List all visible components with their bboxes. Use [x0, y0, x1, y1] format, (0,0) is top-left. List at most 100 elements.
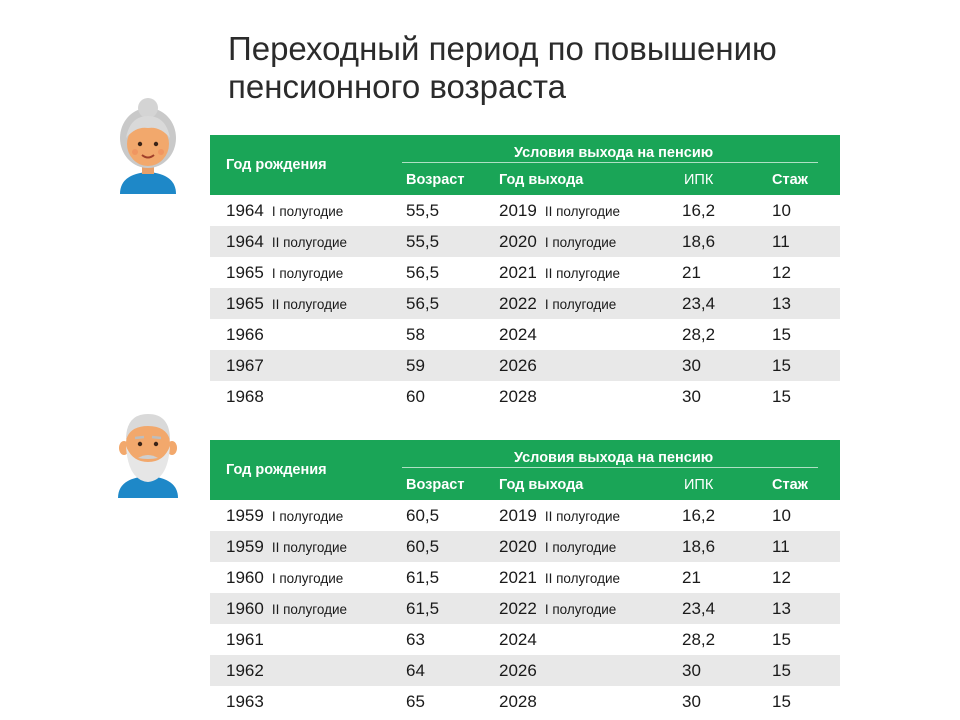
exit-year: 2020	[499, 537, 537, 556]
cell-birth-year: 1963	[226, 686, 272, 718]
table-row: 1963 65 2028 30 15	[210, 686, 840, 717]
cell-stazh: 11	[772, 232, 790, 251]
cell-age: 61,5	[406, 568, 440, 587]
cell-ipk: 18,6	[682, 537, 716, 556]
birth-half-year: I полугодие	[271, 204, 344, 219]
cell-stazh: 15	[772, 356, 791, 375]
header-age: Возраст	[406, 477, 465, 493]
birth-year: 1960	[226, 599, 264, 618]
cell-stazh: 15	[772, 387, 791, 406]
cell-birth-year: 1962	[226, 655, 272, 687]
birth-year: 1963	[226, 692, 264, 711]
table-row: 1959 II полугодие 60,5 2020 I полугодие 18,6 1…	[210, 531, 840, 562]
cell-stazh: 12	[772, 263, 791, 282]
cell-birth-year: 1961	[226, 624, 272, 656]
header-stazh: Стаж	[772, 172, 808, 188]
table-row: 1964 II полугодие 55,5 2020 I полугодие 18,6 1…	[210, 226, 840, 257]
cell-age: 61,5	[406, 599, 440, 618]
header-ipk: ИПК	[684, 172, 714, 188]
exit-year: 2028	[499, 387, 537, 406]
birth-half-year: II полугодие	[271, 602, 347, 617]
cell-birth-year: 1960 II полугодие	[226, 593, 347, 625]
cell-ipk: 18,6	[682, 232, 716, 251]
header-stazh: Стаж	[772, 477, 808, 493]
table-row: 1959 I полугодие 60,5 2019 II полугодие 16,2 1…	[210, 500, 840, 531]
birth-year: 1964	[226, 201, 264, 220]
cell-exit-year: 2021 II полугодие	[499, 562, 620, 594]
exit-year: 2019	[499, 201, 537, 220]
exit-half-year: I полугодие	[544, 235, 617, 250]
cell-birth-year: 1965 I полугодие	[226, 257, 343, 289]
header-exit-year: Год выхода	[499, 172, 584, 188]
cell-exit-year: 2020 I полугодие	[499, 531, 616, 563]
cell-age: 60,5	[406, 537, 440, 556]
cell-exit-year: 2026	[499, 655, 545, 687]
cell-ipk: 30	[682, 387, 701, 406]
cell-ipk: 21	[682, 263, 701, 282]
cell-stazh: 11	[772, 537, 790, 556]
exit-half-year: II полугодие	[544, 204, 620, 219]
birth-half-year: I полугодие	[271, 266, 344, 281]
cell-ipk: 21	[682, 568, 701, 587]
table-row: 1961 63 2024 28,2 15	[210, 624, 840, 655]
cell-stazh: 15	[772, 661, 791, 680]
cell-birth-year: 1966	[226, 319, 272, 351]
exit-year: 2021	[499, 568, 537, 587]
birth-half-year: I полугодие	[271, 571, 344, 586]
cell-birth-year: 1959 I полугодие	[226, 500, 343, 532]
table-header: Год рождения Условия выхода на пенсию Во…	[210, 135, 840, 195]
birth-half-year: I полугодие	[271, 509, 344, 524]
cell-stazh: 13	[772, 294, 791, 313]
birth-year: 1960	[226, 568, 264, 587]
exit-half-year: I полугодие	[544, 540, 617, 555]
birth-year: 1959	[226, 537, 264, 556]
page-title-line-1: Переходный период по повышению	[228, 30, 777, 67]
birth-year: 1965	[226, 263, 264, 282]
birth-year: 1966	[226, 325, 264, 344]
cell-birth-year: 1968	[226, 381, 272, 413]
cell-stazh: 13	[772, 599, 791, 618]
cell-ipk: 30	[682, 356, 701, 375]
exit-half-year: II полугодие	[544, 266, 620, 281]
exit-year: 2026	[499, 661, 537, 680]
cell-birth-year: 1967	[226, 350, 272, 382]
page-title-line-2: пенсионного возраста	[228, 68, 566, 105]
cell-ipk: 16,2	[682, 201, 716, 220]
cell-age: 55,5	[406, 201, 440, 220]
cell-exit-year: 2021 II полугодие	[499, 257, 620, 289]
exit-year: 2028	[499, 692, 537, 711]
cell-exit-year: 2024	[499, 624, 545, 656]
cell-birth-year: 1960 I полугодие	[226, 562, 343, 594]
exit-year: 2024	[499, 325, 537, 344]
birth-year: 1964	[226, 232, 264, 251]
cell-ipk: 23,4	[682, 599, 716, 618]
cell-exit-year: 2024	[499, 319, 545, 351]
cell-ipk: 30	[682, 692, 701, 711]
cell-exit-year: 2022 I полугодие	[499, 593, 616, 625]
exit-year: 2020	[499, 232, 537, 251]
cell-stazh: 15	[772, 692, 791, 711]
exit-year: 2024	[499, 630, 537, 649]
cell-age: 60	[406, 387, 425, 406]
exit-year: 2019	[499, 506, 537, 525]
cell-ipk: 28,2	[682, 630, 716, 649]
table-row: 1964 I полугодие 55,5 2019 II полугодие 16,2 1…	[210, 195, 840, 226]
exit-half-year: I полугодие	[544, 297, 617, 312]
cell-exit-year: 2026	[499, 350, 545, 382]
exit-year: 2022	[499, 599, 537, 618]
cell-age: 59	[406, 356, 425, 375]
exit-year: 2021	[499, 263, 537, 282]
cell-age: 64	[406, 661, 425, 680]
exit-half-year: I полугодие	[544, 602, 617, 617]
cell-exit-year: 2022 I полугодие	[499, 288, 616, 320]
cell-birth-year: 1965 II полугодие	[226, 288, 347, 320]
cell-age: 56,5	[406, 294, 440, 313]
pension-table-men: Год рождения Условия выхода на пенсию Во…	[210, 440, 840, 717]
table-row: 1965 I полугодие 56,5 2021 II полугодие 21 12	[210, 257, 840, 288]
grandfather-icon	[108, 402, 188, 502]
cell-ipk: 30	[682, 661, 701, 680]
header-divider	[402, 162, 818, 163]
cell-exit-year: 2028	[499, 686, 545, 718]
cell-stazh: 12	[772, 568, 791, 587]
cell-stazh: 10	[772, 201, 791, 220]
